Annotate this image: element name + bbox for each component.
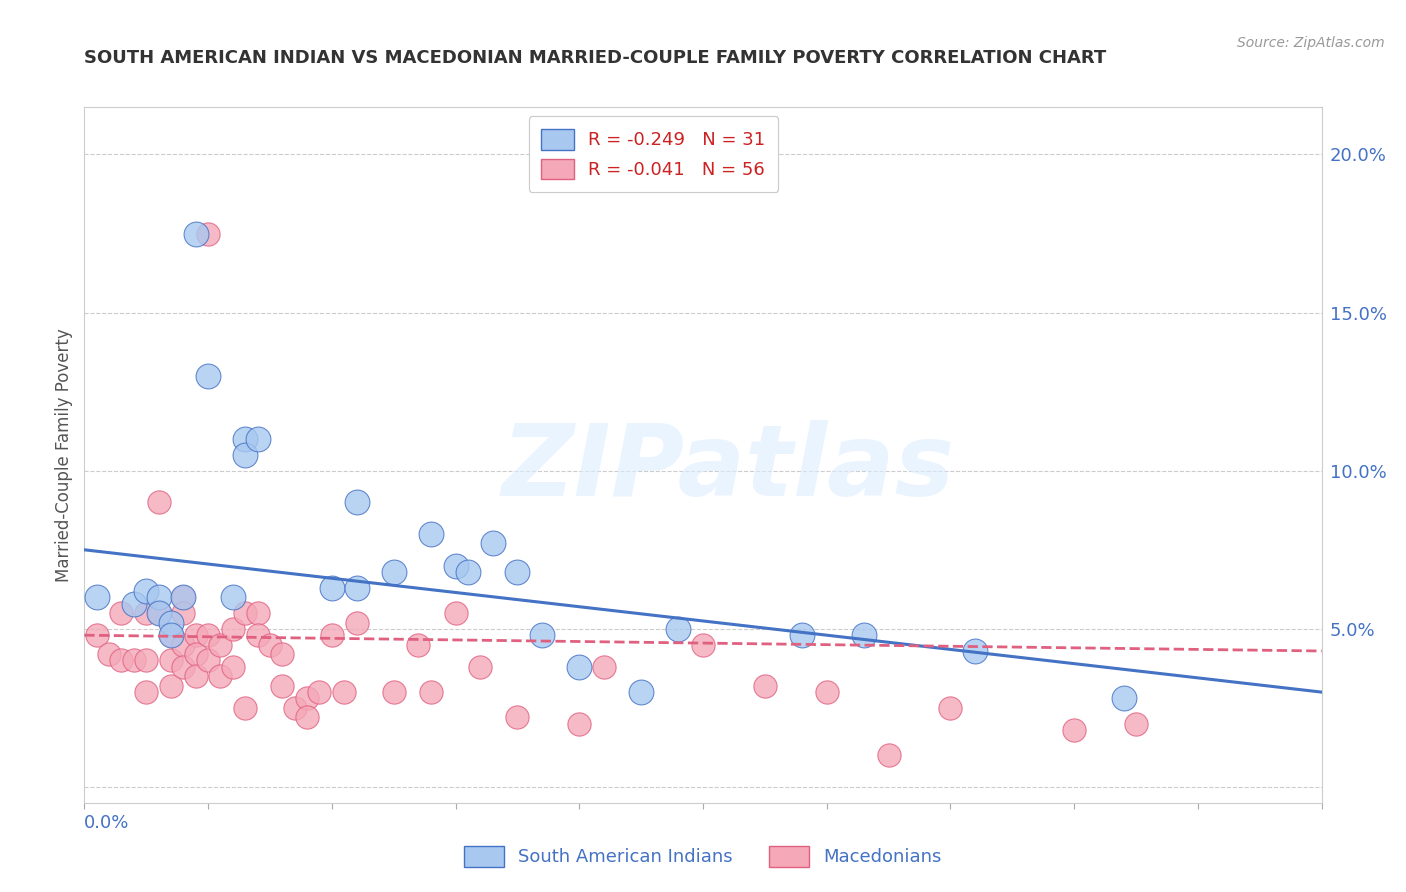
Point (209, 669, 232, 683)
Point (246, 606, 269, 620)
Point (122, 597, 145, 611)
Point (160, 653, 183, 667)
Point (148, 591, 170, 605)
Point (346, 581, 368, 595)
Point (444, 558, 467, 573)
Point (333, 685, 356, 699)
Point (135, 685, 157, 699)
Text: ZIPatlas: ZIPatlas (501, 420, 955, 517)
Text: 0.0%: 0.0% (84, 814, 129, 832)
Point (197, 368, 219, 383)
Point (246, 432, 269, 446)
Point (852, 628, 875, 642)
Point (233, 448, 256, 462)
Point (284, 701, 307, 715)
Point (86, 628, 108, 642)
Point (222, 591, 245, 605)
Point (110, 606, 132, 620)
Point (135, 583, 157, 598)
Point (184, 669, 207, 683)
Point (98, 647, 121, 661)
Point (160, 679, 183, 693)
Point (308, 685, 330, 699)
Point (531, 628, 554, 642)
Point (172, 591, 194, 605)
Point (790, 628, 813, 642)
Point (506, 565, 529, 579)
Legend: R = -0.249   N = 31, R = -0.041   N = 56: R = -0.249 N = 31, R = -0.041 N = 56 (529, 116, 778, 192)
Point (197, 628, 219, 642)
Point (233, 606, 256, 620)
Text: Source: ZipAtlas.com: Source: ZipAtlas.com (1237, 36, 1385, 50)
Text: SOUTH AMERICAN INDIAN VS MACEDONIAN MARRIED-COUPLE FAMILY POVERTY CORRELATION CH: SOUTH AMERICAN INDIAN VS MACEDONIAN MARR… (84, 49, 1107, 67)
Point (939, 701, 962, 715)
Point (419, 685, 441, 699)
Point (160, 615, 183, 630)
Point (692, 638, 714, 652)
Point (295, 710, 318, 724)
Point (321, 628, 343, 642)
Point (160, 628, 183, 642)
Point (148, 606, 170, 620)
Point (184, 227, 207, 241)
Point (172, 638, 194, 652)
Point (470, 660, 492, 674)
Point (135, 606, 157, 620)
Point (382, 565, 405, 579)
Y-axis label: Married-Couple Family Poverty: Married-Couple Family Poverty (55, 328, 73, 582)
Point (568, 660, 591, 674)
Point (815, 685, 838, 699)
Point (506, 710, 529, 724)
Point (172, 660, 194, 674)
Point (271, 647, 294, 661)
Point (110, 653, 132, 667)
Point (630, 685, 652, 699)
Point (408, 638, 430, 652)
Point (122, 653, 145, 667)
Point (666, 622, 689, 636)
Point (321, 581, 343, 595)
Point (233, 432, 256, 446)
Point (568, 716, 591, 731)
Point (148, 495, 170, 509)
Point (965, 644, 987, 658)
Point (172, 591, 194, 605)
Point (1112, 691, 1135, 706)
Point (184, 647, 207, 661)
Point (1125, 716, 1147, 731)
Point (382, 685, 405, 699)
Point (481, 536, 503, 550)
Point (172, 606, 194, 620)
Point (444, 606, 467, 620)
Point (222, 660, 245, 674)
Point (1063, 723, 1085, 737)
Point (295, 691, 318, 706)
Point (160, 628, 183, 642)
Point (457, 565, 479, 579)
Point (877, 748, 900, 763)
Point (419, 527, 441, 541)
Point (346, 495, 368, 509)
Point (197, 653, 219, 667)
Point (222, 622, 245, 636)
Point (246, 628, 269, 642)
Point (754, 679, 776, 693)
Point (197, 227, 219, 241)
Point (346, 615, 368, 630)
Point (271, 679, 294, 693)
Legend: South American Indians, Macedonians: South American Indians, Macedonians (457, 838, 949, 874)
Point (148, 606, 170, 620)
Point (184, 628, 207, 642)
Point (259, 638, 281, 652)
Point (86, 591, 108, 605)
Point (593, 660, 616, 674)
Point (209, 638, 232, 652)
Point (233, 701, 256, 715)
Point (135, 653, 157, 667)
